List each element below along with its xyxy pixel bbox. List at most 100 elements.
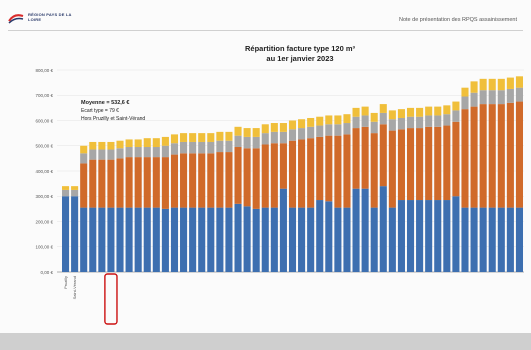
bar-segment — [98, 141, 106, 150]
bar-segment — [234, 203, 242, 272]
bar-segment — [406, 116, 415, 129]
bar-segment — [470, 81, 478, 93]
annotation-exclusion: Hors Pruzilly et Saint-Vérand — [81, 116, 146, 122]
bar-segment — [488, 104, 496, 208]
bar-segment — [198, 133, 206, 142]
bar-segment — [515, 76, 524, 88]
bar-segment — [452, 121, 460, 197]
bar-segment — [352, 116, 360, 129]
bar-segment — [388, 207, 396, 272]
bar-segment — [425, 126, 433, 201]
bar-segment — [207, 133, 215, 142]
bar-segment — [270, 143, 278, 208]
bar-segment — [343, 134, 351, 208]
bar-segment — [125, 157, 133, 208]
bar-segment — [361, 106, 369, 116]
header-divider — [8, 30, 523, 31]
bar-segment — [207, 153, 215, 208]
bar-segment — [161, 136, 169, 146]
bar-segment — [116, 148, 124, 159]
bar-segment — [270, 207, 278, 272]
bar-segment — [307, 117, 315, 127]
bar-segment — [506, 102, 514, 208]
bar-segment — [379, 186, 387, 272]
bar-segment — [397, 200, 405, 272]
bar-segment — [479, 78, 487, 91]
bar-segment — [134, 139, 142, 148]
bar-segment — [80, 145, 88, 154]
bar-segment — [397, 129, 405, 201]
bar-segment — [434, 200, 442, 272]
bar-segment — [107, 159, 115, 208]
bar-segment — [261, 144, 269, 208]
bar-segment — [298, 139, 306, 208]
chart-subtitle: au 1er janvier 2023 — [266, 54, 334, 63]
bar-segment — [379, 124, 387, 187]
bar-segment — [325, 201, 333, 272]
bar-segment — [334, 124, 342, 136]
bar-segment — [461, 207, 469, 272]
y-tick-label: 600,00 € — [35, 118, 53, 123]
bar-segment — [279, 188, 287, 272]
bar-segment — [180, 133, 188, 142]
annotation-mean: Moyenne = 532,6 € — [81, 100, 130, 106]
bar-segment — [98, 207, 106, 272]
bar-segment — [80, 163, 88, 208]
y-tick-label: 700,00 € — [35, 93, 53, 98]
bar-segment — [225, 131, 233, 141]
bottom-strip — [0, 333, 531, 350]
stacked-bar-chart: 0,00 € 100,00 € 200,00 € 300,00 € 400,00 € 50… — [35, 68, 524, 325]
bar-segment — [225, 140, 233, 153]
bar-segment — [107, 207, 115, 272]
bar-segment — [71, 186, 79, 190]
bar-segment — [397, 109, 405, 118]
bar-segment — [452, 110, 460, 122]
bar-segment — [89, 159, 97, 208]
bar-segment — [479, 104, 487, 208]
bar-segment — [470, 92, 478, 107]
bar-segment — [61, 189, 70, 197]
statistics-annotation: Moyenne = 532,6 € Ecart type = 79 € Hors… — [81, 99, 211, 123]
bar-segment — [488, 207, 496, 272]
bar-segment — [298, 128, 306, 140]
bar-segment — [207, 141, 215, 154]
logo-text: RÉGION PAYS DE LA LOIRE — [28, 12, 72, 22]
bar-segment — [316, 125, 324, 137]
bar-segment — [198, 207, 206, 272]
bar-segment — [125, 207, 133, 272]
bar-segment — [334, 207, 342, 272]
bar-segment — [370, 133, 378, 208]
bar-segment — [71, 189, 79, 197]
slide: RÉGION PAYS DE LA LOIRE Note de présenta… — [0, 0, 531, 333]
bar-segment — [152, 207, 160, 272]
bar-segment — [189, 133, 197, 142]
bar-segment — [298, 119, 306, 129]
bar-segment — [288, 129, 297, 141]
bar-segment — [406, 200, 415, 272]
bar-segment — [243, 128, 251, 137]
bar-segment — [461, 87, 469, 97]
y-tick-label: 0,00 € — [40, 270, 53, 275]
bar-segment — [352, 188, 360, 272]
annotation-std-dev: Ecart type = 79 € — [81, 108, 119, 114]
bar-segment — [107, 141, 115, 150]
bar-segment — [216, 207, 224, 272]
bar-segment — [225, 152, 233, 208]
bar-segment — [143, 157, 151, 208]
region-logo: RÉGION PAYS DE LA LOIRE — [8, 10, 80, 28]
bar-segment — [452, 101, 460, 111]
bar-segment — [89, 141, 97, 150]
bar-segment — [170, 207, 179, 272]
bar-segment — [470, 207, 478, 272]
bar-segment — [388, 119, 396, 131]
bar-segment — [461, 109, 469, 208]
bar-segment — [416, 200, 424, 272]
bar-segment — [443, 105, 451, 115]
bar-segment — [361, 188, 369, 272]
bar-segment — [152, 147, 160, 158]
bar-segment — [71, 196, 79, 272]
bar-segment — [515, 101, 524, 208]
bar-segment — [288, 207, 297, 272]
bar-segment — [497, 207, 505, 272]
y-tick-label: 300,00 € — [35, 194, 53, 199]
